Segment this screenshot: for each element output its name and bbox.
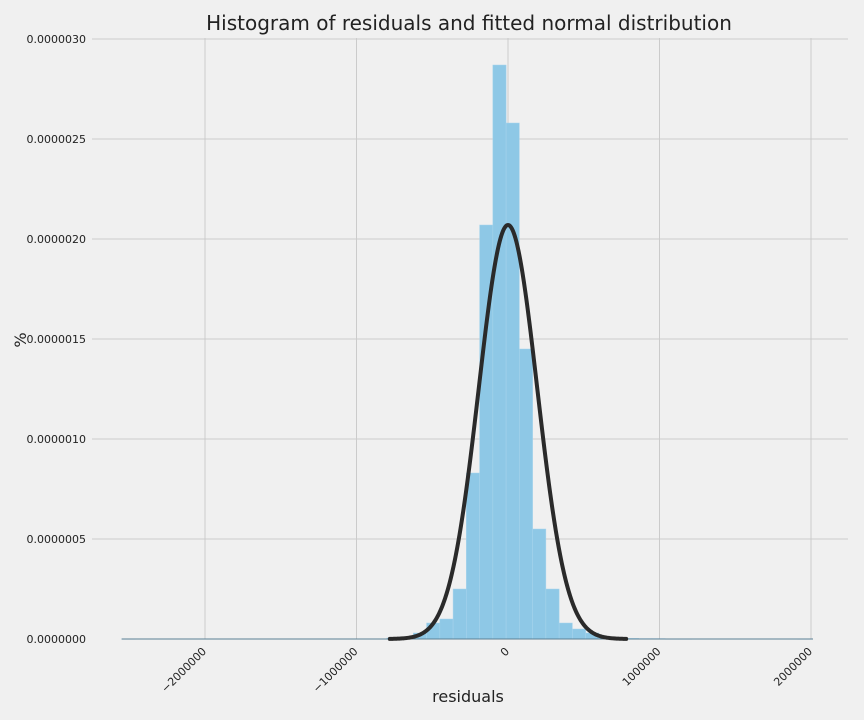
- x-axis-label: residuals: [432, 687, 504, 706]
- histogram-bar: [439, 618, 454, 640]
- y-axis-ticks: 0.0000000 0.0000005 0.0000010 0.0000015 0.00…: [27, 33, 87, 646]
- histogram-bar: [505, 122, 520, 640]
- y-axis-label: %: [11, 332, 30, 347]
- y-tick-label: 0.0000020: [27, 233, 87, 246]
- histogram-bar: [452, 588, 467, 640]
- fitted-normal-curve-group: [387, 222, 629, 641]
- fitted-normal-curve: [387, 222, 629, 641]
- histogram-bar: [532, 528, 547, 640]
- y-tick-label: 0.0000005: [27, 533, 87, 546]
- y-tick-label: 0.0000015: [27, 333, 87, 346]
- histogram-bar: [558, 622, 573, 640]
- y-tick-label: 0.0000010: [27, 433, 87, 446]
- chart-title: Histogram of residuals and fitted normal…: [206, 11, 732, 35]
- y-tick-label: 0.0000025: [27, 133, 87, 146]
- histogram-bar: [545, 588, 560, 640]
- histogram-bar: [466, 472, 480, 640]
- histogram-bars: [121, 64, 813, 640]
- y-tick-label: 0.0000030: [27, 33, 87, 46]
- y-tick-label: 0.0000000: [27, 633, 87, 646]
- histogram-bar: [519, 348, 533, 640]
- histogram-bar: [492, 64, 507, 640]
- histogram-bar: [572, 628, 586, 640]
